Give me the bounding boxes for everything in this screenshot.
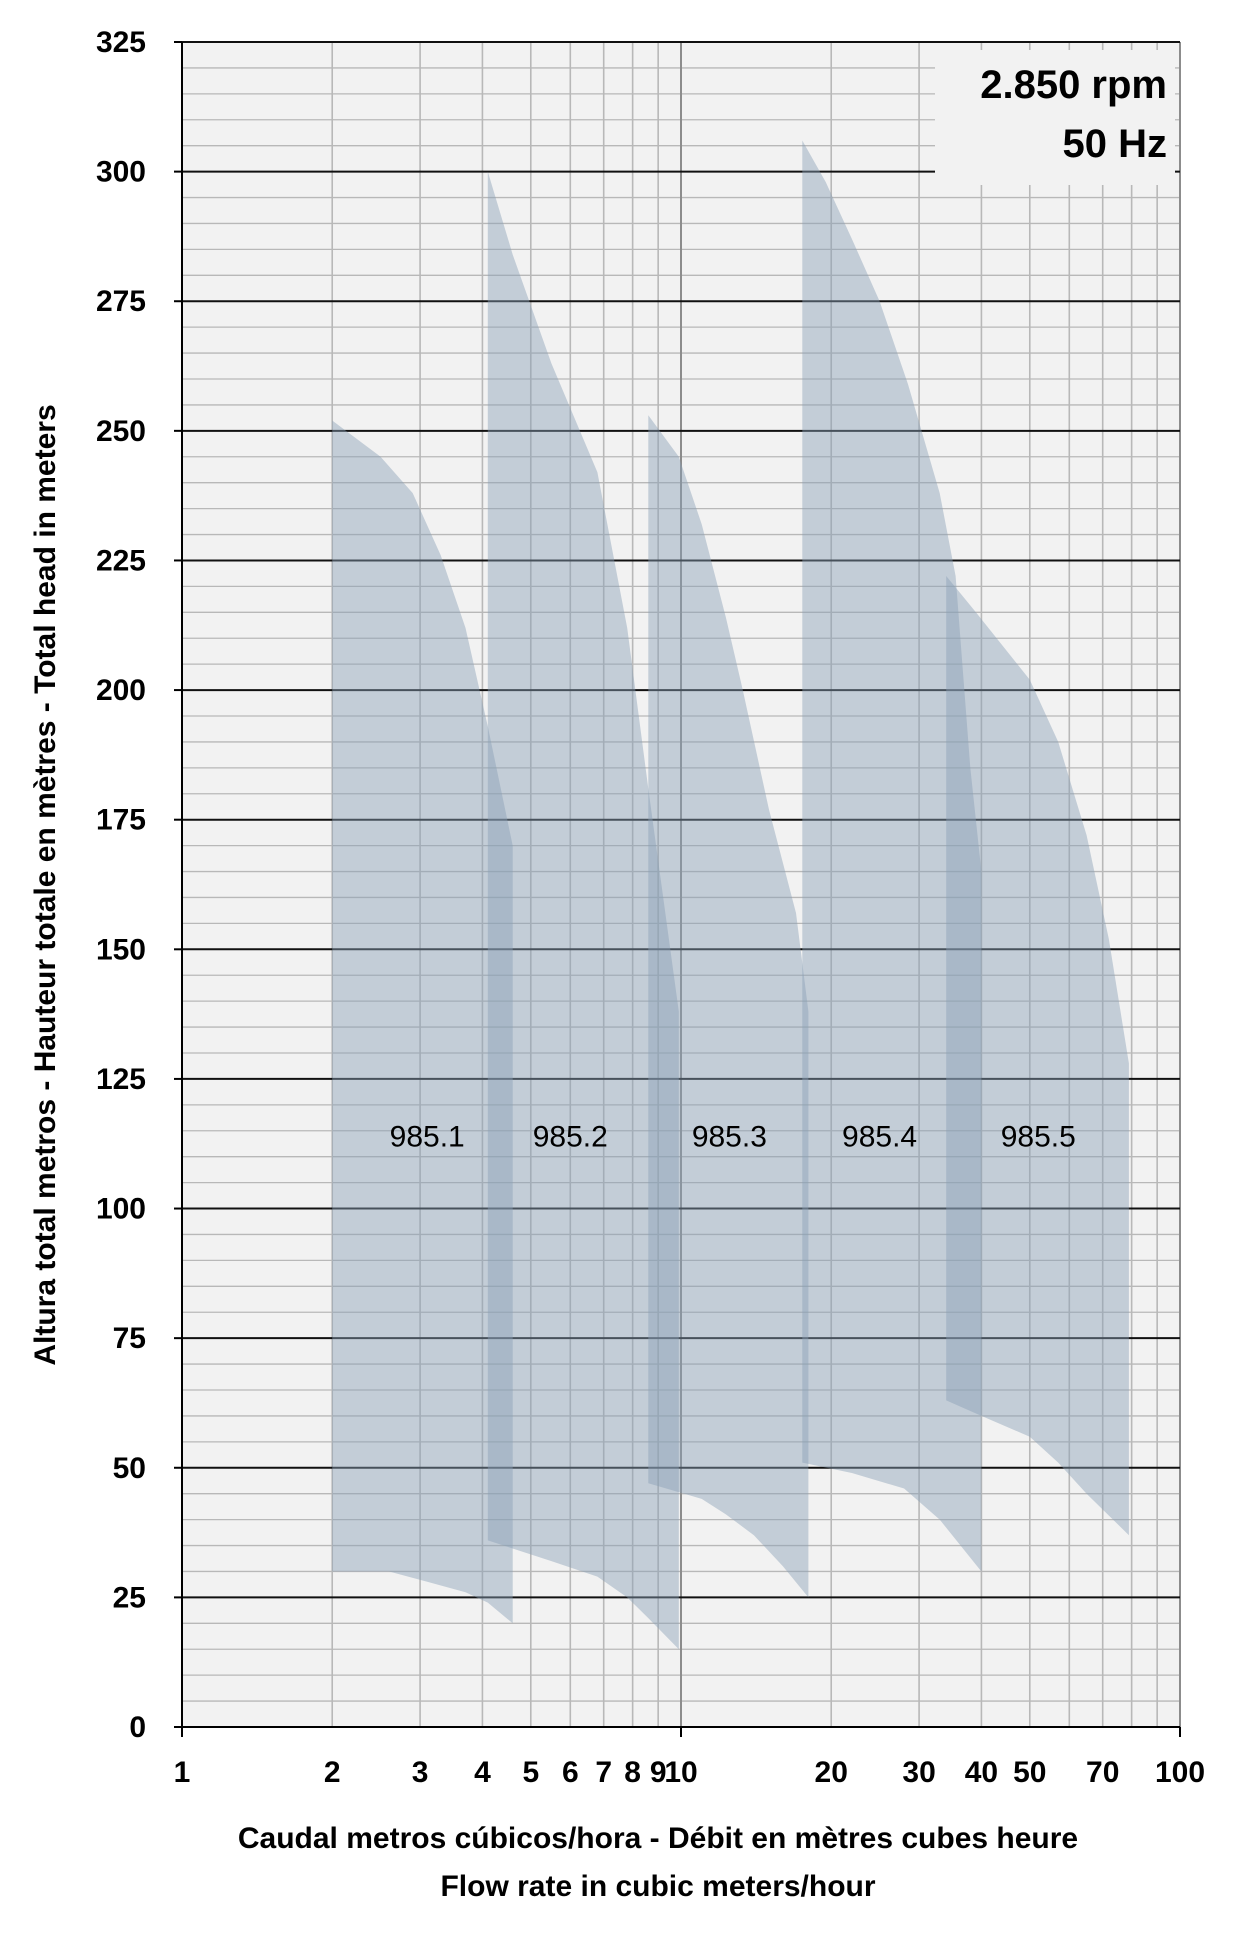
y-axis-title: Altura total metros - Hauteur totale en …	[29, 404, 62, 1365]
y-tick-label: 325	[96, 26, 146, 59]
x-axis-title-line2: Flow rate in cubic meters/hour	[440, 1870, 875, 1903]
y-tick-label: 250	[96, 415, 146, 448]
x-tick-label: 5	[522, 1756, 539, 1789]
y-tick-label: 275	[96, 285, 146, 318]
note-rpm: 2.850 rpm	[980, 63, 1167, 107]
series-label-985.3: 985.3	[692, 1120, 767, 1153]
x-tick-label: 9	[650, 1756, 667, 1789]
x-tick-label: 4	[474, 1756, 491, 1789]
series-label-985.1: 985.1	[390, 1120, 465, 1153]
axes	[174, 41, 1181, 1737]
series-labels: 985.1 985.2 985.3 985.4 985.5	[390, 1120, 1076, 1153]
minor-grid	[181, 42, 1181, 1727]
note-frequency: 50 Hz	[1063, 122, 1168, 166]
x-axis-title-line1: Caudal metros cúbicos/hora - Débit en mè…	[238, 1822, 1078, 1855]
y-tick-label: 225	[96, 544, 146, 577]
note-box	[935, 50, 1175, 185]
x-tick-label: 20	[815, 1756, 848, 1789]
x-tick-label: 6	[562, 1756, 579, 1789]
series-label-985.4: 985.4	[842, 1120, 917, 1153]
y-tick-label: 25	[113, 1581, 146, 1614]
x-tick-label: 30	[902, 1756, 935, 1789]
x-tick-label: 2	[324, 1756, 341, 1789]
x-tick-labels: 1 2 3 4 5 6 7 8 910 20 30 40 50 70 100	[174, 1756, 1205, 1789]
x-tick-label: 100	[1155, 1756, 1205, 1789]
series-area-985.5	[946, 576, 1129, 1536]
series-label-985.5: 985.5	[1001, 1120, 1076, 1153]
series-area-985.4	[802, 140, 982, 1572]
series-areas	[332, 140, 1129, 1650]
series-area-985.2	[487, 171, 679, 1650]
y-tick-label: 50	[113, 1452, 146, 1485]
y-tick-label: 300	[96, 156, 146, 189]
y-tick-label: 200	[96, 674, 146, 707]
series-area-985.3	[648, 415, 809, 1598]
y-tick-labels: 0 25 50 75 100 125 150 175 200 225 250 275 300 325	[96, 26, 146, 1744]
x-tick-label: 40	[965, 1756, 998, 1789]
series-label-985.2: 985.2	[533, 1120, 608, 1153]
x-tick-label: 1	[174, 1756, 191, 1789]
x-tick-label: 3	[412, 1756, 429, 1789]
y-tick-label: 75	[113, 1322, 146, 1355]
y-tick-label: 0	[129, 1711, 146, 1744]
x-tick-label: 8	[624, 1756, 641, 1789]
series-area-985.1	[332, 420, 513, 1624]
x-tick-label: 10	[664, 1756, 697, 1789]
x-tick-label: 7	[595, 1756, 612, 1789]
y-tick-label: 150	[96, 933, 146, 966]
y-tick-label: 175	[96, 804, 146, 837]
major-grid	[182, 41, 1180, 1599]
y-tick-label: 125	[96, 1063, 146, 1096]
y-tick-label: 100	[96, 1193, 146, 1226]
x-tick-label: 50	[1013, 1756, 1046, 1789]
x-tick-label: 70	[1086, 1756, 1119, 1789]
